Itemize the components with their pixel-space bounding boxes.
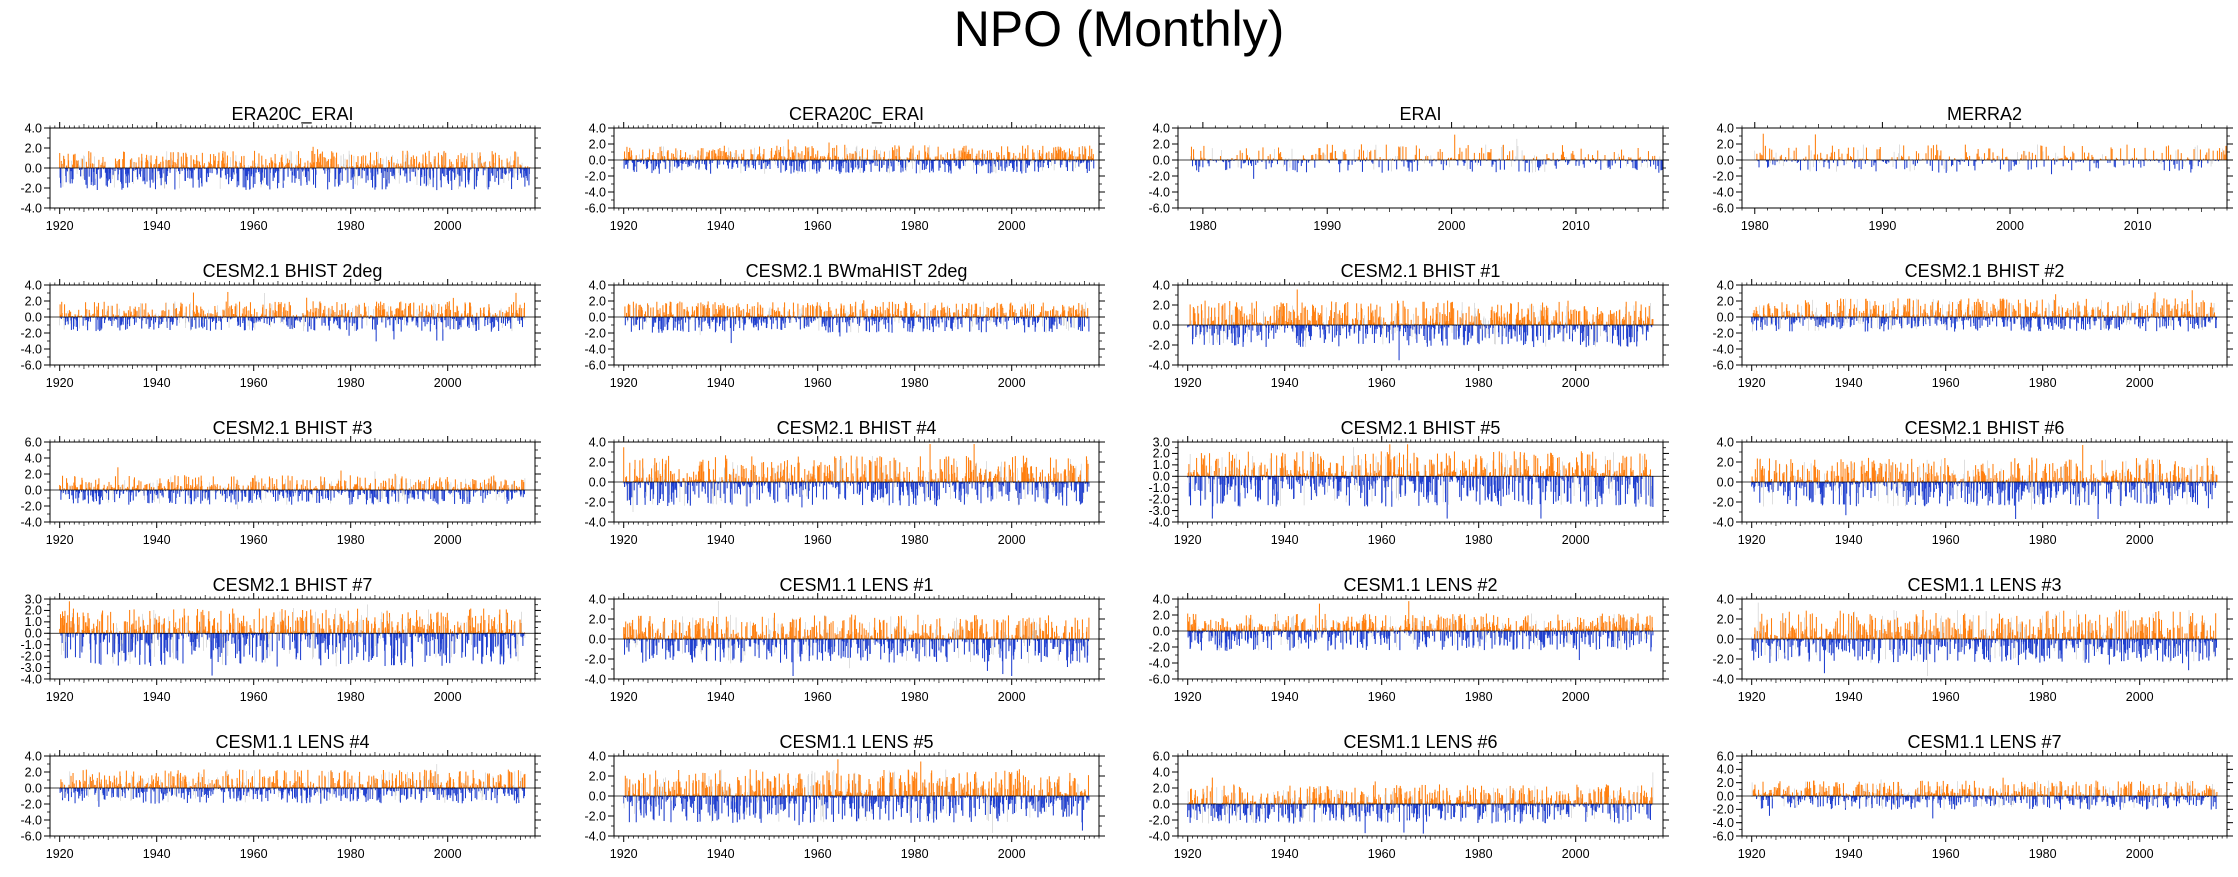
y-tick-label: -6.0	[1712, 201, 1734, 215]
y-tick-label: 2.0	[1153, 137, 1170, 151]
x-tick-label: 1940	[707, 219, 735, 233]
panels-group: ERA20C_ERAI 4.0 2.0 0.0 -2.0 -4.0 1920 1940 1960…	[20, 104, 2233, 861]
plot-frame	[1177, 127, 1664, 209]
x-tick-label: 1980	[1189, 219, 1217, 233]
y-tick-label: 4.0	[1717, 121, 1734, 135]
panel-title: ERAI	[1399, 104, 1441, 124]
y-tick-label: -2.0	[584, 169, 606, 183]
plot-frame	[1741, 127, 2228, 209]
x-tick-label: 2000	[1438, 219, 1466, 233]
y-tick-label: 4.0	[1153, 121, 1170, 135]
panel-title: CERA20C_ERAI	[789, 104, 924, 125]
y-tick-label: 4.0	[589, 121, 606, 135]
x-tick-label: 1920	[46, 219, 74, 233]
x-tick-label: 1990	[1868, 219, 1896, 233]
y-tick-label: -6.0	[1148, 201, 1170, 215]
y-tick-label: 2.0	[25, 141, 42, 155]
x-tick-label: 1990	[1313, 219, 1341, 233]
panel-title: ERA20C_ERAI	[231, 104, 353, 125]
y-tick-label: 0.0	[589, 153, 606, 167]
x-tick-label: 1980	[337, 219, 365, 233]
x-tick-label: 2000	[1996, 219, 2024, 233]
panel-5: CESM2.1 BHIST 2deg4.02.00.0-2.0-4.0-6.01…	[20, 261, 541, 390]
y-tick-label: 0.0	[25, 161, 42, 175]
series-bars	[1190, 134, 1663, 179]
y-tick-label: -2.0	[1148, 169, 1170, 183]
panel-1: ERA20C_ERAI 4.0 2.0 0.0 -2.0 -4.0 1920 1940 1960…	[20, 104, 541, 233]
x-tick-label: 1980	[1741, 219, 1769, 233]
panel-3: ERAI 4.0 2.0 0.0 -2.0 -4.0 -6.0 1980 1990 2000 201…	[1148, 104, 1669, 233]
y-tick-label: -4.0	[1712, 185, 1734, 199]
y-tick-label: 2.0	[589, 137, 606, 151]
y-tick-label: 0.0	[1717, 153, 1734, 167]
x-tick-label: 1940	[143, 219, 171, 233]
y-tick-label: -2.0	[20, 181, 42, 195]
series-bars	[59, 146, 531, 191]
y-tick-label: -4.0	[1148, 185, 1170, 199]
panel-2: CERA20C_ERAI 4.0 2.0 0.0 -2.0 -4.0 -6.0 1920 194…	[584, 104, 1105, 233]
x-tick-label: 2010	[1562, 219, 1590, 233]
y-tick-label: -4.0	[20, 201, 42, 215]
x-tick-label: 2000	[998, 219, 1026, 233]
x-tick-label: 2000	[434, 219, 462, 233]
y-tick-label: 4.0	[25, 121, 42, 135]
figure-title: NPO (Monthly)	[954, 1, 1285, 57]
panel-4: MERRA2 4.0 2.0 0.0 -2.0 -4.0 -6.0 1980 1990 2000 2…	[1712, 104, 2233, 233]
x-tick-label: 1960	[240, 219, 268, 233]
series-bars	[623, 139, 1095, 174]
panel-title: CESM2.1 BHIST 2deg	[203, 261, 383, 281]
y-tick-label: -6.0	[584, 201, 606, 215]
x-tick-label: 2010	[2124, 219, 2152, 233]
x-tick-label: 1960	[804, 219, 832, 233]
y-tick-label: -4.0	[584, 185, 606, 199]
y-tick-label: 2.0	[1717, 137, 1734, 151]
y-tick-label: 0.0	[1153, 153, 1170, 167]
x-tick-label: 1980	[901, 219, 929, 233]
y-tick-label: -2.0	[1712, 169, 1734, 183]
panel-title: MERRA2	[1947, 104, 2022, 124]
series-bars	[59, 291, 526, 342]
series-bars	[1754, 133, 2227, 175]
x-tick-label: 1920	[610, 219, 638, 233]
